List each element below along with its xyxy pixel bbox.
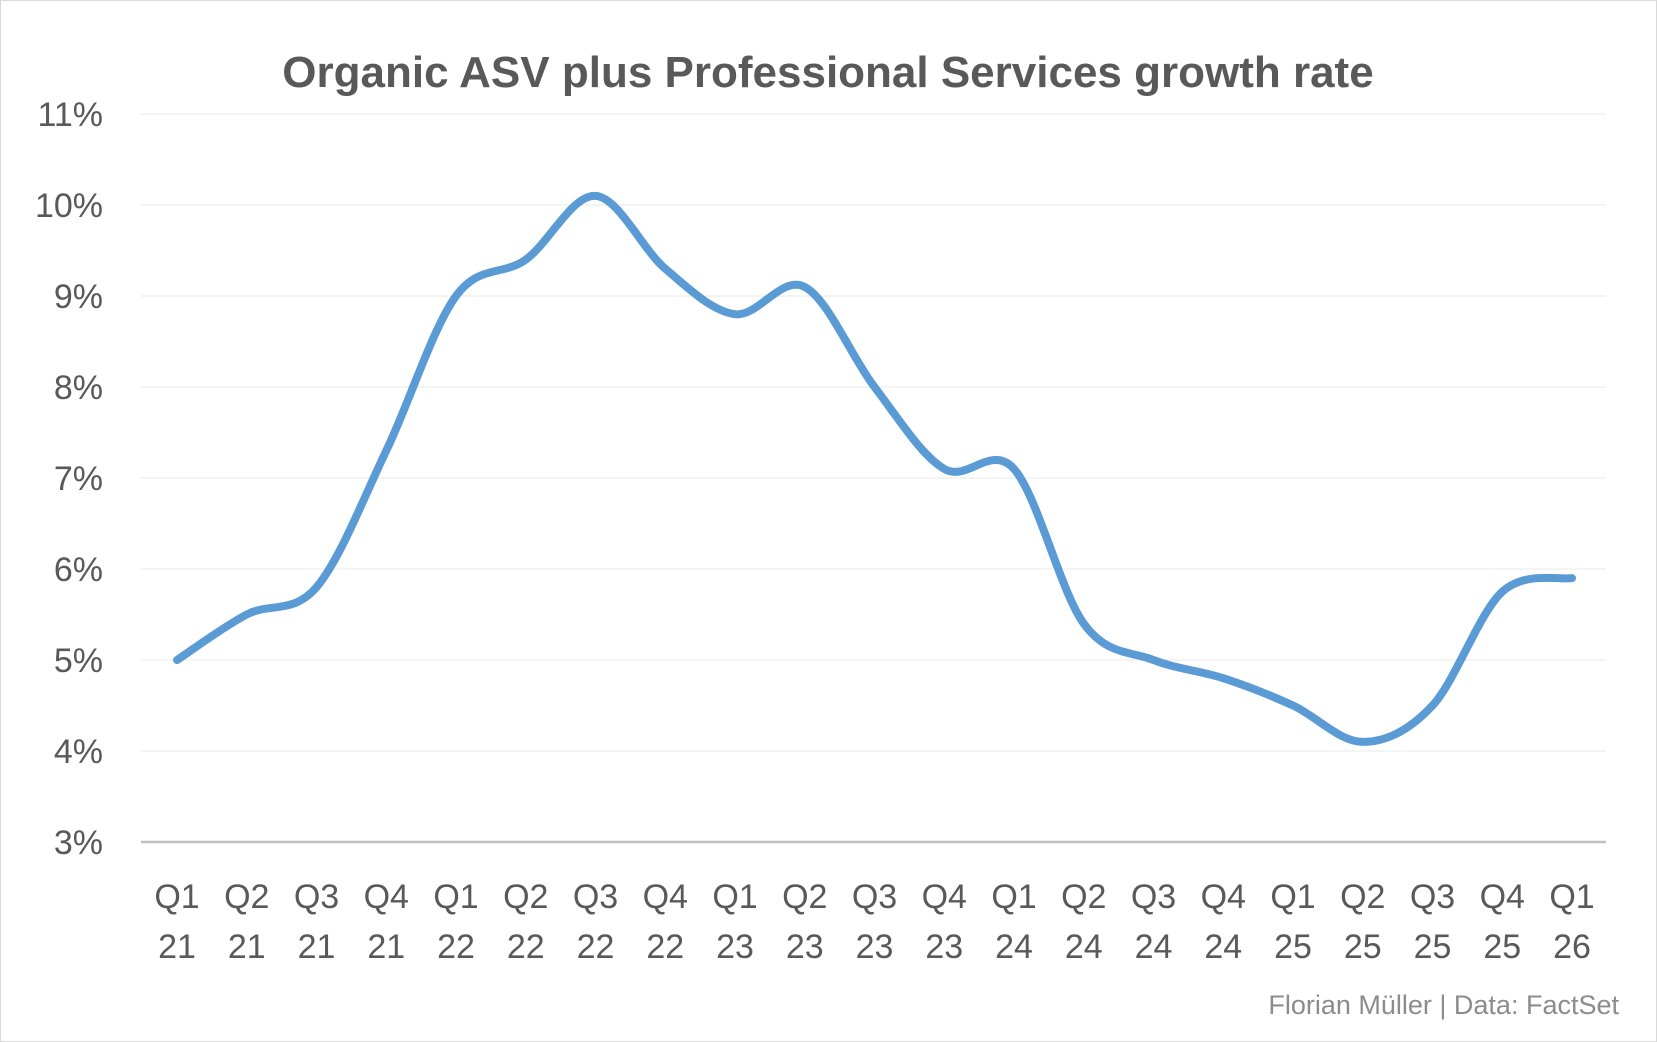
x-tick-label-year: 21 <box>298 928 336 966</box>
x-tick-label-year: 25 <box>1414 928 1452 966</box>
x-tick-label-quarter: Q3 <box>1131 878 1176 916</box>
x-tick-label-year: 26 <box>1553 928 1591 966</box>
x-tick-label-year: 24 <box>995 928 1033 966</box>
y-tick-label: 3% <box>54 824 103 862</box>
x-tick-label-quarter: Q4 <box>364 878 409 916</box>
x-tick-label-quarter: Q1 <box>1270 878 1315 916</box>
y-tick-label: 8% <box>54 369 103 407</box>
x-axis: Q1 21 Q2 21 Q3 21 Q4 21 Q1 22 Q2 22 Q3 22 Q4 22 Q1 23 Q2 23… <box>154 878 1594 966</box>
x-tick-label-year: 25 <box>1274 928 1312 966</box>
y-tick-label: 5% <box>54 642 103 680</box>
x-tick-label-quarter: Q2 <box>224 878 269 916</box>
x-tick-label-quarter: Q2 <box>782 878 827 916</box>
x-tick-label-quarter: Q1 <box>712 878 757 916</box>
y-axis: 3% 4% 5% 6% 7% 8% 9% 10% 11% <box>35 96 103 862</box>
x-tick-label-year: 23 <box>856 928 894 966</box>
series-line <box>173 191 1576 746</box>
x-tick-label-year: 25 <box>1483 928 1521 966</box>
x-tick-label-year: 24 <box>1135 928 1173 966</box>
credit-text: Florian Müller | Data: FactSet <box>1268 990 1619 1020</box>
x-tick-label-year: 21 <box>367 928 405 966</box>
x-tick-label-year: 22 <box>507 928 545 966</box>
series-group <box>173 191 1576 746</box>
chart-title: Organic ASV plus Professional Services g… <box>282 48 1373 97</box>
x-tick-label-year: 22 <box>437 928 475 966</box>
x-tick-label-quarter: Q4 <box>922 878 967 916</box>
y-tick-label: 9% <box>54 278 103 316</box>
x-tick-label-quarter: Q4 <box>1480 878 1525 916</box>
x-tick-label-quarter: Q4 <box>1201 878 1246 916</box>
x-tick-label-year: 22 <box>577 928 615 966</box>
y-tick-label: 10% <box>35 187 103 225</box>
x-tick-label-quarter: Q1 <box>1549 878 1594 916</box>
x-tick-label-quarter: Q3 <box>294 878 339 916</box>
x-tick-label-year: 25 <box>1344 928 1382 966</box>
x-tick-label-quarter: Q3 <box>852 878 897 916</box>
y-tick-label: 6% <box>54 551 103 589</box>
x-tick-label-quarter: Q2 <box>503 878 548 916</box>
x-tick-label-quarter: Q1 <box>991 878 1036 916</box>
x-tick-label-quarter: Q3 <box>1410 878 1455 916</box>
x-tick-label-quarter: Q2 <box>1340 878 1385 916</box>
x-tick-label-year: 23 <box>716 928 754 966</box>
y-tick-label: 4% <box>54 733 103 771</box>
x-tick-label-year: 21 <box>158 928 196 966</box>
x-tick-label-year: 23 <box>786 928 824 966</box>
y-tick-label: 7% <box>54 460 103 498</box>
x-tick-label-year: 21 <box>228 928 266 966</box>
x-tick-label-quarter: Q1 <box>433 878 478 916</box>
x-tick-label-quarter: Q3 <box>573 878 618 916</box>
x-tick-label-quarter: Q2 <box>1061 878 1106 916</box>
gridlines <box>141 113 1606 844</box>
x-tick-label-year: 24 <box>1204 928 1242 966</box>
x-tick-label-quarter: Q4 <box>643 878 688 916</box>
x-tick-label-year: 24 <box>1065 928 1103 966</box>
y-tick-label: 11% <box>37 96 103 134</box>
x-tick-label-quarter: Q1 <box>154 878 199 916</box>
x-tick-label-year: 23 <box>925 928 963 966</box>
x-tick-label-year: 22 <box>646 928 684 966</box>
